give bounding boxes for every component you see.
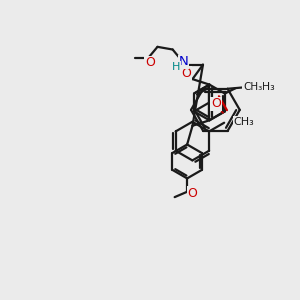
Text: O: O (145, 56, 155, 69)
Text: O: O (211, 98, 221, 110)
Text: O: O (188, 187, 197, 200)
Text: H: H (172, 62, 180, 72)
Text: CH₃: CH₃ (254, 82, 275, 92)
Text: CH₃: CH₃ (243, 82, 262, 92)
Text: CH₃: CH₃ (233, 117, 254, 127)
Text: N: N (179, 55, 188, 68)
Text: O: O (212, 98, 222, 110)
Text: O: O (182, 67, 191, 80)
